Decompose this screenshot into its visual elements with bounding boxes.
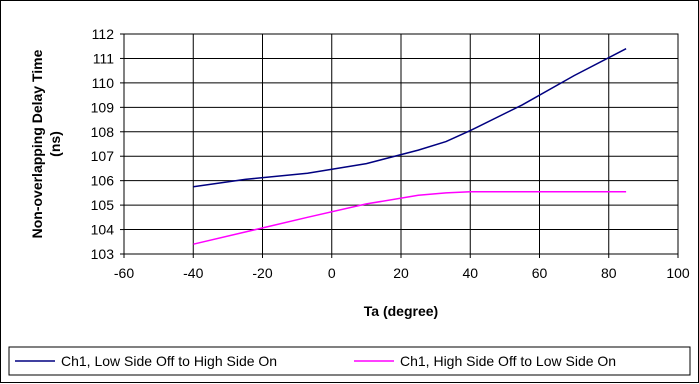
x-tick-label: 20 bbox=[393, 265, 409, 281]
y-tick-label: 106 bbox=[91, 173, 115, 189]
y-tick-label: 112 bbox=[92, 26, 115, 42]
series-line-2 bbox=[193, 190, 627, 245]
x-tick-label: 0 bbox=[328, 265, 336, 281]
x-axis-title: Ta (degree) bbox=[364, 303, 438, 319]
series-lines bbox=[193, 48, 627, 245]
y-tick-label: 103 bbox=[91, 246, 115, 262]
y-tick-label: 110 bbox=[92, 75, 115, 91]
legend-entries: Ch1, Low Side Off to High Side On Ch1, H… bbox=[15, 353, 616, 369]
x-tick-label: 60 bbox=[532, 265, 548, 281]
y-tick-labels: 103 104 105 106 107 108 109 110 111 112 bbox=[91, 26, 115, 262]
y-tick-label: 105 bbox=[91, 197, 115, 213]
x-tick-label: -60 bbox=[114, 265, 134, 281]
y-tick-label: 108 bbox=[91, 124, 115, 140]
x-tick-label: 100 bbox=[666, 265, 690, 281]
legend-label-series-1: Ch1, Low Side Off to High Side On bbox=[61, 353, 277, 369]
x-tick-labels: -60 -40 -20 0 20 40 60 80 100 bbox=[114, 265, 690, 281]
x-tick-label: 80 bbox=[601, 265, 617, 281]
y-axis-title-line1: Non-overlapping Delay Time bbox=[29, 49, 45, 238]
legend bbox=[8, 346, 691, 376]
series-line-1 bbox=[193, 48, 627, 188]
y-tick-label: 107 bbox=[91, 148, 115, 164]
x-tick-label: -40 bbox=[183, 265, 203, 281]
y-tick-label: 111 bbox=[93, 50, 114, 66]
x-tick-label: -20 bbox=[252, 265, 272, 281]
y-axis-title-line2: (ns) bbox=[47, 131, 63, 157]
y-tick-label: 109 bbox=[91, 99, 115, 115]
legend-label-series-2: Ch1, High Side Off to Low Side On bbox=[400, 353, 616, 369]
x-tick-label: 40 bbox=[462, 265, 478, 281]
y-tick-label: 104 bbox=[91, 222, 115, 238]
grid-lines bbox=[120, 33, 679, 258]
